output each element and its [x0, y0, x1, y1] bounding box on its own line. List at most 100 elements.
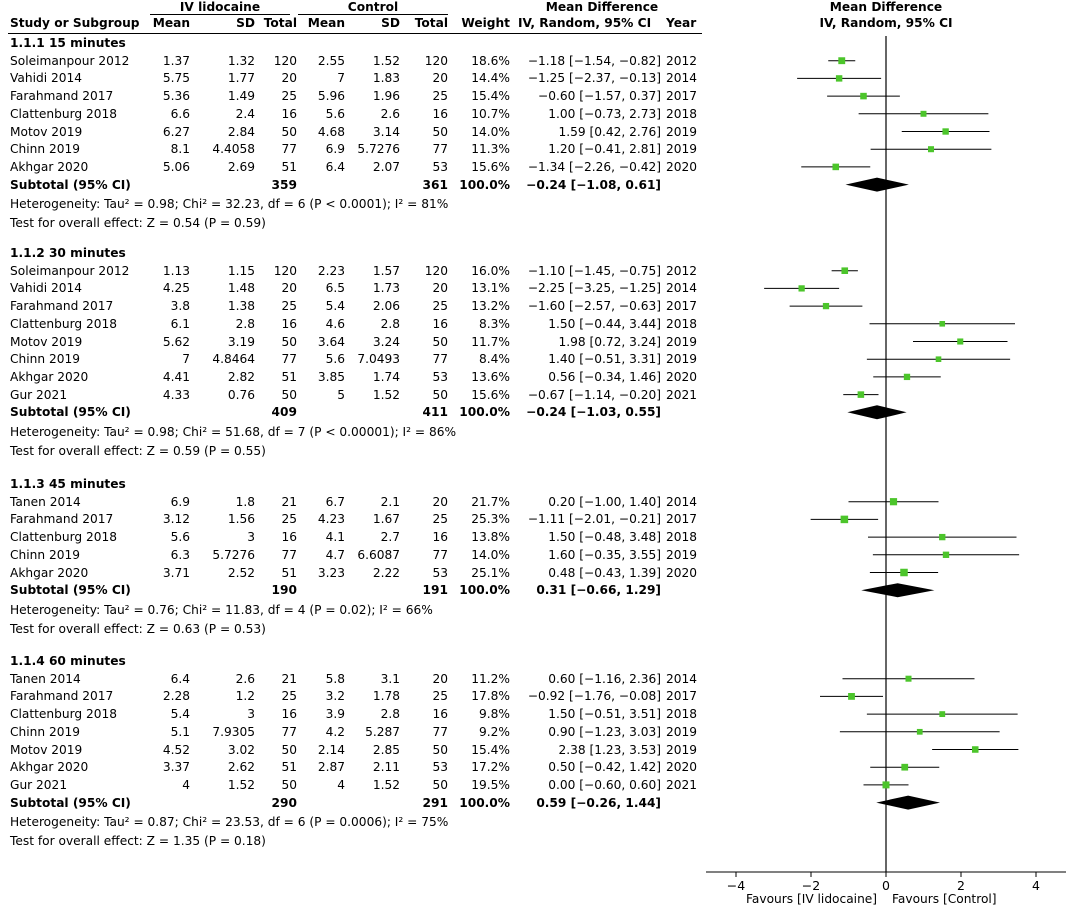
study-sd2: 2.11 [372, 760, 400, 775]
study-n1: 25 [281, 89, 297, 104]
study-sd1: 1.38 [227, 299, 255, 314]
x-tick-label: 0 [882, 878, 890, 893]
study-sd1: 4.4058 [212, 142, 255, 157]
study-point-marker [939, 321, 946, 327]
study-sd1: 2.84 [227, 124, 255, 139]
study-sd2: 3.14 [372, 124, 400, 139]
study-w: 9.2% [479, 724, 510, 739]
study-m1: 6.9 [170, 494, 190, 509]
group2-header: Control [347, 0, 399, 14]
study-w: 15.6% [471, 159, 510, 174]
col-total1: Total [263, 16, 297, 30]
study-name: Akhgar 2020 [10, 760, 89, 775]
study-point-marker [971, 746, 979, 753]
study-n1: 50 [281, 777, 297, 792]
study-point-marker [942, 551, 950, 558]
study-sd2: 5.287 [365, 724, 400, 739]
study-point-marker [920, 110, 927, 117]
study-name: Motov 2019 [10, 742, 83, 757]
study-ci: 0.50 [−0.42, 1.42] [548, 760, 661, 775]
study-name: Akhgar 2020 [10, 565, 89, 580]
study-n1: 16 [281, 530, 297, 545]
study-w: 17.8% [471, 689, 510, 704]
study-n1: 20 [281, 71, 297, 86]
study-year: 2020 [666, 760, 698, 775]
study-n2: 16 [432, 106, 448, 121]
study-m2: 6.7 [325, 494, 345, 509]
study-name: Vahidi 2014 [10, 281, 82, 296]
study-w: 15.4% [471, 742, 510, 757]
study-m2: 2.55 [317, 53, 345, 68]
study-name: Clattenburg 2018 [10, 707, 118, 722]
study-name: Soleimanpour 2012 [10, 53, 130, 68]
study-n1: 50 [281, 742, 297, 757]
study-w: 16.0% [471, 263, 510, 278]
study-m2: 4.7 [325, 547, 345, 562]
study-sd2: 2.8 [380, 707, 400, 722]
study-name: Vahidi 2014 [10, 71, 82, 86]
study-w: 15.6% [471, 387, 510, 402]
study-n1: 50 [281, 334, 297, 349]
col-total2: Total [414, 16, 448, 30]
study-ci: 2.38 [1.23, 3.53] [558, 742, 661, 757]
study-m2: 4 [337, 777, 345, 792]
study-m1: 6.6 [170, 106, 190, 121]
study-m1: 5.36 [162, 89, 190, 104]
study-n2: 25 [432, 512, 448, 527]
study-year: 2017 [666, 89, 698, 104]
study-year: 2017 [666, 512, 698, 527]
study-n1: 51 [281, 159, 297, 174]
study-year: 2021 [666, 387, 698, 402]
study-sd2: 1.96 [372, 89, 400, 104]
study-m1: 4.52 [162, 742, 190, 757]
study-year: 2018 [666, 707, 698, 722]
subgroup-title: 1.1.1 15 minutes [10, 36, 126, 50]
subtotal-ci: −0.24 [−1.03, 0.55] [526, 405, 661, 420]
study-sd1: 1.77 [227, 71, 255, 86]
study-w: 11.3% [471, 142, 510, 157]
study-w: 14.4% [471, 71, 510, 86]
study-point-marker [889, 498, 898, 506]
study-n1: 25 [281, 512, 297, 527]
x-tick-label: −4 [727, 878, 745, 893]
study-ci: −1.18 [−1.54, −0.82] [527, 53, 661, 68]
study-sd2: 2.22 [372, 565, 400, 580]
study-m1: 1.37 [162, 53, 190, 68]
study-year: 2014 [666, 281, 698, 296]
subtotal-total1: 409 [271, 405, 297, 420]
study-n1: 77 [281, 724, 297, 739]
study-year: 2017 [666, 299, 698, 314]
study-year: 2020 [666, 369, 698, 384]
study-point-marker [857, 391, 865, 398]
study-m2: 4.23 [317, 512, 345, 527]
overall-effect-text: Test for overall effect: Z = 0.63 (P = 0… [10, 621, 266, 636]
study-ci: 1.50 [−0.51, 3.51] [548, 707, 661, 722]
study-m2: 3.9 [325, 707, 345, 722]
study-point-marker [832, 163, 840, 171]
study-ci: 0.48 [−0.43, 1.39] [548, 565, 661, 580]
study-point-marker [942, 128, 949, 135]
study-m2: 6.4 [325, 159, 345, 174]
study-n2: 20 [432, 71, 448, 86]
group1-underline [150, 14, 290, 15]
study-n2: 53 [432, 159, 448, 174]
study-year: 2018 [666, 106, 698, 121]
study-sd2: 2.7 [380, 530, 400, 545]
study-name: Akhgar 2020 [10, 369, 89, 384]
study-m1: 8.1 [170, 142, 190, 157]
study-sd2: 1.52 [372, 387, 400, 402]
study-name: Tanen 2014 [10, 671, 81, 686]
study-name: Farahmand 2017 [10, 689, 114, 704]
study-sd1: 1.52 [227, 777, 255, 792]
study-sd2: 1.52 [372, 777, 400, 792]
study-w: 13.1% [471, 281, 510, 296]
study-sd2: 2.07 [372, 159, 400, 174]
study-sd2: 1.73 [372, 281, 400, 296]
study-point-marker [882, 781, 890, 789]
study-point-marker [798, 285, 805, 292]
study-n2: 53 [432, 565, 448, 580]
study-sd1: 3.19 [227, 334, 255, 349]
study-m2: 3.2 [325, 689, 345, 704]
study-n1: 16 [281, 316, 297, 331]
study-n2: 20 [432, 281, 448, 296]
